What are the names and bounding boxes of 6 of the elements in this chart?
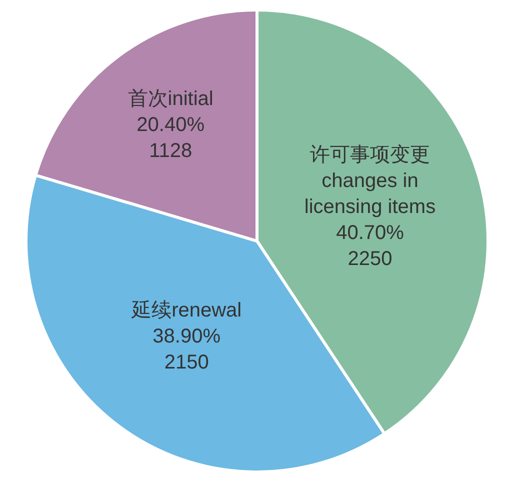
- slice-label: 延续renewal: [130, 300, 242, 322]
- slice-label: 许可事项变更 changes in licensing items: [304, 144, 436, 218]
- slice-label: 首次initial: [128, 88, 214, 110]
- data-label: 38.90% 2150: [152, 326, 221, 374]
- data-label: 40.70% 2250: [336, 222, 404, 270]
- data-label: 20.40% 1128: [136, 114, 205, 162]
